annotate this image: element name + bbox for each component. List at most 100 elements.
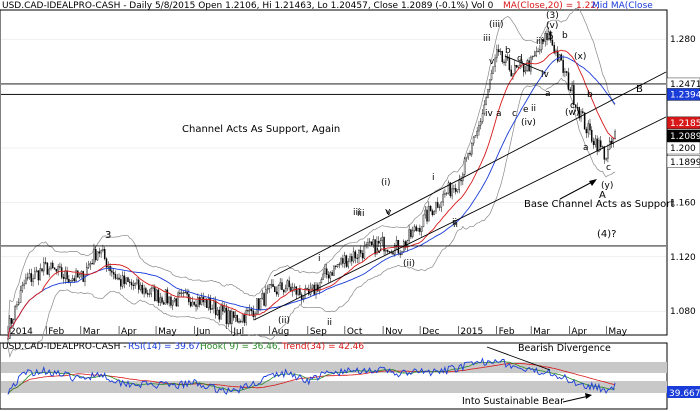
candle-body [505, 56, 507, 63]
candle-body [152, 287, 154, 289]
candle-body [410, 229, 412, 238]
candle-body [223, 307, 226, 312]
candle-body [23, 283, 25, 286]
candle-body [159, 297, 161, 303]
candle-body [381, 236, 384, 241]
candle-body [331, 272, 333, 276]
moving-averages-layer [7, 49, 616, 339]
wave-label-i-sept: i [318, 254, 321, 264]
candle-body [134, 283, 136, 286]
x-tick-label: Feb [48, 327, 64, 337]
candle-body [514, 64, 516, 74]
wave-label-c3: c [606, 163, 611, 173]
candle-body [252, 310, 255, 317]
ma-legend: MA(Close,20) = 1.22, [503, 1, 599, 11]
candle-body [148, 293, 151, 295]
candle-body [437, 202, 439, 208]
candle-body [193, 301, 195, 305]
wave-label-a1: a [496, 109, 502, 119]
candle-body [472, 136, 475, 144]
candle-body [189, 301, 192, 307]
candle-body [257, 298, 260, 310]
candle-body [345, 255, 348, 267]
candle-body [120, 279, 122, 287]
candle-body [591, 130, 593, 142]
candle-body [121, 275, 124, 287]
wave-label-4q: (4)? [597, 229, 616, 240]
candle-body [250, 309, 253, 312]
candle-body [576, 107, 579, 109]
candle-body [535, 51, 538, 56]
wave-label-ii-low1: ii [452, 218, 457, 228]
candle-body [186, 291, 188, 295]
upper-channel-line [273, 71, 667, 277]
candle-body [236, 314, 238, 322]
candle-body [548, 31, 550, 41]
candle-body [139, 284, 142, 290]
candles-layer [7, 26, 616, 343]
candle-body [453, 188, 455, 190]
x-tick-label: May [158, 327, 177, 337]
candle-body [184, 291, 187, 294]
candle-body [553, 45, 555, 54]
candle-body [327, 274, 330, 279]
candle-body [342, 258, 344, 264]
candle-body [480, 121, 482, 126]
candle-body [596, 138, 598, 152]
candle-body [259, 298, 262, 310]
wave-label-ii-paren-1: (ii) [403, 259, 415, 269]
candle-body [182, 292, 185, 294]
candle-body [501, 50, 503, 63]
candle-body [571, 85, 573, 92]
candle-body [614, 131, 616, 139]
candle-body [64, 270, 67, 279]
wave-label-a3: a [583, 143, 589, 153]
price-tag-box [666, 88, 700, 101]
candle-body [578, 107, 580, 119]
candle-body [197, 297, 199, 307]
candle-body [510, 69, 512, 77]
candle-body [266, 288, 269, 290]
wave-label-i-low: i [432, 173, 435, 183]
x-tick-label: Apr [571, 327, 587, 337]
candle-body [111, 270, 113, 273]
candle-body [200, 296, 203, 305]
candle-body [145, 288, 147, 294]
wave-label-3-paren: (3) [546, 11, 559, 21]
candle-body [68, 278, 70, 283]
candle-body [587, 123, 589, 134]
candle-body [249, 309, 251, 312]
candle-body [565, 71, 568, 73]
candle-body [78, 274, 81, 278]
candle-body [476, 130, 478, 136]
x-tick-label: 2015 [460, 327, 483, 337]
candle-body [272, 284, 274, 287]
candle-body [231, 311, 233, 324]
candle-body [256, 298, 258, 314]
candle-body [227, 310, 230, 325]
mid-ma-line [7, 56, 616, 339]
x-tick-label: 2014 [10, 327, 33, 337]
wave-label-v-low: v [385, 207, 391, 217]
candle-body [454, 188, 457, 192]
candle-body [288, 280, 290, 288]
candle-body [10, 318, 13, 324]
wave-label-i-paren: (i) [381, 178, 391, 188]
wave-label-v-paren: (v) [546, 21, 558, 31]
candle-body [234, 314, 237, 318]
candle-body [245, 310, 247, 323]
price-tag-label: 1.1899 [670, 158, 700, 168]
rsi-header-symbol: USD.CAD-IDEALPRO-CASH - [2, 342, 126, 352]
candle-body [324, 268, 326, 275]
candle-body [284, 288, 287, 293]
candle-body [89, 263, 92, 266]
candle-body [610, 140, 613, 144]
candle-body [268, 284, 271, 289]
candle-body [415, 226, 418, 231]
price-tag-label: 1.200 [670, 144, 696, 154]
price-tag-box [666, 116, 700, 130]
candle-body [297, 288, 299, 295]
bearish-divergence-annotation: Bearish Divergence [518, 343, 611, 354]
candle-body [293, 286, 296, 289]
base-channel-annotation: Base Channel Acts as Support [524, 199, 674, 210]
